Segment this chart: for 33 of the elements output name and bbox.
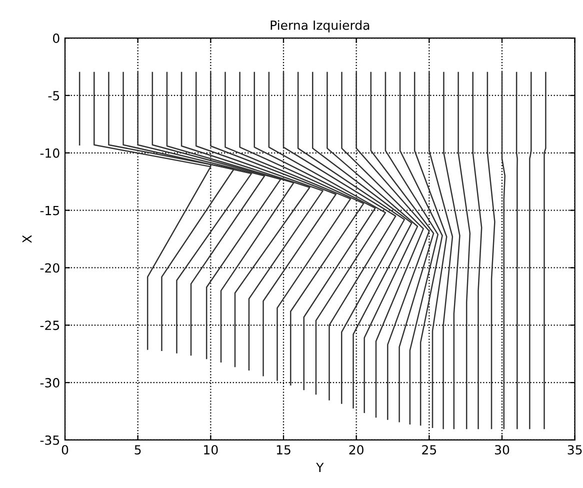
- y-tick-label: -35: [40, 435, 60, 445]
- line-series: [443, 72, 460, 430]
- x-tick-label: 35: [568, 445, 582, 455]
- line-series: [472, 72, 482, 430]
- x-axis-title: Y: [316, 462, 324, 472]
- x-tick-label: 15: [276, 445, 290, 455]
- line-series: [501, 72, 506, 430]
- line-series: [529, 72, 532, 430]
- line-series: [341, 72, 424, 418]
- y-tick-label: -25: [40, 320, 60, 330]
- line-series: [428, 72, 454, 430]
- chart-title: Pierna Izquierda: [270, 20, 370, 32]
- y-tick-label: 0: [53, 34, 60, 43]
- line-series: [458, 72, 471, 430]
- x-tick-label: 10: [204, 445, 218, 455]
- line-series: [544, 72, 546, 430]
- x-tick-label: 0: [62, 445, 68, 455]
- x-tick-label: 20: [349, 445, 364, 455]
- y-tick-label: -5: [48, 91, 60, 100]
- line-series: [356, 72, 430, 420]
- line-series: [414, 72, 448, 428]
- y-axis-title: X: [22, 235, 32, 243]
- x-tick-label: 5: [134, 445, 141, 455]
- line-series: [516, 72, 518, 430]
- line-series: [399, 72, 443, 426]
- y-tick-label: -20: [40, 263, 60, 273]
- x-tick-label: 30: [495, 445, 510, 455]
- y-tick-label: -30: [40, 378, 60, 388]
- line-series: [384, 72, 439, 425]
- x-tick-label: 25: [422, 445, 436, 455]
- y-tick-label: -10: [40, 148, 60, 158]
- line-series: [486, 72, 496, 430]
- y-tick-label: -15: [40, 206, 60, 216]
